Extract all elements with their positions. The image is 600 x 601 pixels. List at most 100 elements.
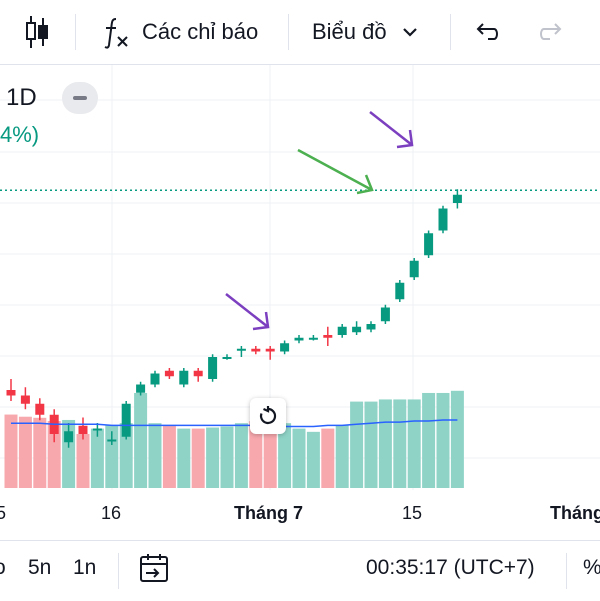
- annotation-arrows: [225, 111, 414, 331]
- redo-icon: [540, 23, 562, 40]
- candle-body: [265, 348, 275, 352]
- bottom-bar: o 5n 1n 00:35:17 (UTC+7) %: [0, 540, 600, 601]
- volume-bar: [378, 399, 392, 488]
- purple-arrow-mid: [225, 293, 270, 331]
- candle-body: [352, 326, 362, 333]
- candle-body: [107, 439, 117, 442]
- candle-body: [294, 337, 304, 341]
- candles-icon: [26, 16, 48, 48]
- volume-bar: [450, 390, 464, 488]
- candle-body: [251, 348, 261, 352]
- volume-bar: [234, 423, 248, 488]
- time-axis-label: 5: [0, 503, 7, 523]
- volume-bar: [407, 399, 421, 488]
- change-percent: 4%): [0, 122, 40, 147]
- candlesticks: [6, 189, 462, 448]
- range-button[interactable]: o: [0, 556, 6, 580]
- interval-label: 1D: [6, 84, 37, 111]
- reset-icon: [259, 406, 277, 425]
- candle-body: [179, 370, 189, 385]
- toolbar-divider: [75, 14, 76, 50]
- volume-bar: [220, 426, 234, 488]
- volume-bar: [134, 392, 148, 488]
- indicators-button[interactable]: Các chỉ báo: [102, 0, 258, 64]
- candle-body: [222, 357, 232, 359]
- volume-bar: [249, 421, 263, 488]
- toolbar-divider: [288, 14, 289, 50]
- candle-body: [380, 307, 390, 322]
- reset-chart-button[interactable]: [250, 398, 286, 434]
- volume-bar: [18, 416, 32, 488]
- time-axis-label: 15: [402, 503, 423, 523]
- candle-body: [395, 282, 405, 300]
- chart-canvas[interactable]: [0, 65, 600, 490]
- green-arrow: [297, 148, 374, 195]
- candle-body: [164, 370, 174, 377]
- chart-grid: [0, 65, 600, 490]
- top-toolbar: Các chỉ báo Biểu đồ: [0, 0, 600, 65]
- volume-bar: [393, 399, 407, 488]
- range-button-5n[interactable]: 5n: [28, 556, 52, 579]
- volume-bar: [278, 423, 292, 488]
- volume-bar: [76, 434, 90, 488]
- volume-bars: [4, 390, 464, 488]
- bottom-divider: [566, 553, 567, 589]
- undo-icon: [476, 23, 498, 40]
- chart-type-button[interactable]: Biểu đồ: [312, 0, 419, 64]
- time-axis-label: Tháng: [550, 503, 600, 523]
- candle-body: [92, 428, 102, 431]
- candle-body: [438, 208, 448, 231]
- volume-bar: [191, 428, 205, 488]
- chart-pane[interactable]: [0, 65, 600, 490]
- volume-bar: [47, 421, 61, 488]
- volume-bar: [206, 427, 220, 488]
- clock-timezone[interactable]: 00:35:17 (UTC+7): [366, 556, 535, 579]
- candle-body: [136, 384, 146, 393]
- range-button-1n[interactable]: 1n: [73, 556, 97, 579]
- redo-button[interactable]: [538, 0, 564, 64]
- candle-body: [337, 326, 347, 335]
- volume-bar: [350, 401, 364, 488]
- candle-body: [366, 324, 376, 330]
- chevron-down-icon: [402, 28, 417, 37]
- candle-body: [64, 431, 74, 443]
- candle-body: [35, 403, 45, 415]
- candle-body: [208, 357, 218, 379]
- volume-bar: [162, 425, 176, 488]
- candle-body: [424, 233, 434, 256]
- volume-bar: [335, 425, 349, 488]
- indicators-label: Các chỉ báo: [142, 19, 259, 44]
- purple-arrow-top: [369, 111, 414, 149]
- candle-body: [193, 370, 203, 377]
- volume-bar: [292, 428, 306, 488]
- collapse-legend-button[interactable]: [62, 82, 98, 114]
- volume-bar: [306, 431, 320, 488]
- fx-icon: [104, 18, 128, 49]
- volume-bar: [436, 392, 450, 488]
- candle-body: [121, 403, 131, 437]
- volume-bar: [148, 423, 162, 488]
- volume-bar: [4, 414, 18, 488]
- minus-icon: [73, 96, 87, 100]
- candle-body: [409, 260, 419, 278]
- undo-button[interactable]: [474, 0, 500, 64]
- chart-style-button[interactable]: [24, 0, 50, 64]
- moving-average-line: [11, 419, 458, 428]
- bottom-divider: [118, 553, 119, 589]
- go-to-date-icon[interactable]: [138, 552, 172, 586]
- candle-body: [452, 194, 462, 203]
- candle-body: [280, 343, 290, 352]
- candle-body: [308, 337, 318, 340]
- volume-bar: [119, 423, 133, 488]
- volume-bar: [364, 401, 378, 488]
- candle-body: [236, 348, 246, 351]
- candle-body: [78, 425, 88, 434]
- chart-type-label: Biểu đồ: [312, 19, 387, 44]
- candle-body: [6, 390, 16, 396]
- volume-bar: [263, 423, 277, 488]
- time-axis-label: 16: [101, 503, 122, 523]
- volume-bar: [321, 428, 335, 488]
- volume-bar: [177, 428, 191, 488]
- candle-body: [323, 335, 333, 338]
- percent-scale-button[interactable]: %: [583, 556, 600, 579]
